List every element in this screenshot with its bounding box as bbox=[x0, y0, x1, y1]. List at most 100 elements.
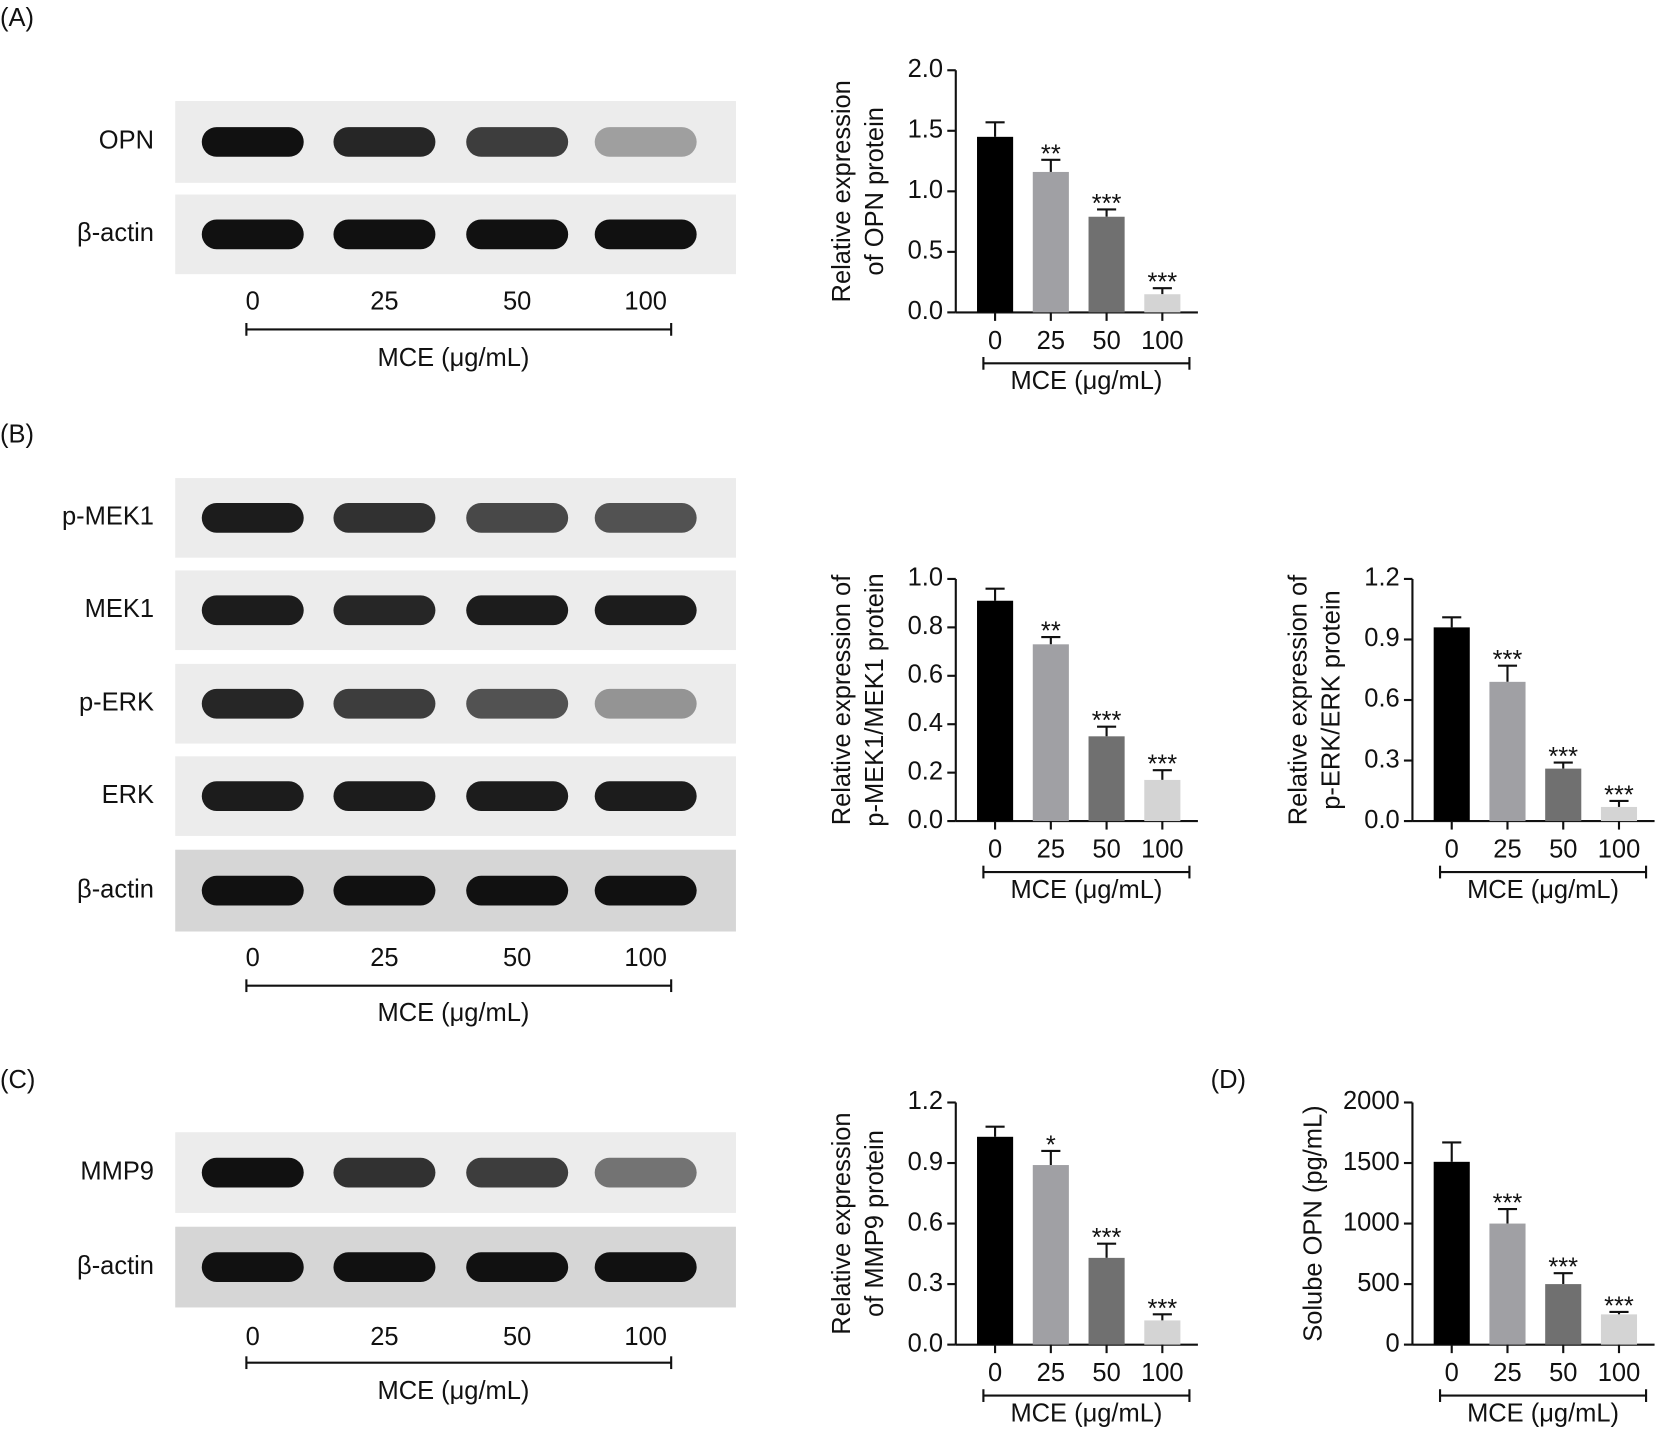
y-tick-label: 1000 bbox=[1343, 1208, 1400, 1236]
significance: * bbox=[1046, 1131, 1056, 1159]
blot-band bbox=[333, 875, 436, 906]
blot-row-label: p-ERK bbox=[79, 688, 154, 716]
x-axis-label: MCE (μg/mL) bbox=[1010, 1399, 1162, 1427]
blot-band bbox=[594, 595, 697, 626]
blot-row-label: β-actin bbox=[77, 1252, 154, 1280]
blot-band bbox=[466, 503, 569, 533]
panel-label: (D) bbox=[1211, 1066, 1246, 1094]
y-tick-label: 0.0 bbox=[908, 1329, 943, 1357]
significance: ** bbox=[1041, 140, 1061, 168]
bar bbox=[977, 600, 1014, 822]
x-tick-label: 50 bbox=[1092, 836, 1120, 864]
panel-label: (C) bbox=[0, 1066, 35, 1094]
x-tick-label: 25 bbox=[1037, 327, 1065, 355]
significance: ** bbox=[1041, 618, 1061, 646]
y-axis-label: Relative expression bbox=[828, 1112, 856, 1334]
blot-band bbox=[466, 1252, 569, 1282]
blot-band bbox=[333, 688, 436, 719]
y-tick-label: 0.3 bbox=[1364, 745, 1399, 773]
x-tick-label: 50 bbox=[1092, 327, 1120, 355]
blot-band bbox=[594, 219, 697, 250]
y-tick-label: 0.6 bbox=[908, 1208, 943, 1236]
lane-label: 25 bbox=[370, 944, 398, 972]
y-tick-label: 0.5 bbox=[908, 237, 943, 265]
bar bbox=[1144, 294, 1181, 313]
y-tick-label: 0.0 bbox=[908, 806, 943, 834]
blot-band bbox=[333, 781, 436, 811]
x-tick-label: 0 bbox=[988, 1359, 1002, 1387]
x-axis-label: MCE (μg/mL) bbox=[1467, 1399, 1619, 1427]
significance: *** bbox=[1604, 1292, 1634, 1320]
bar bbox=[1545, 1284, 1582, 1345]
lane-label: 50 bbox=[503, 1323, 531, 1351]
x-tick-label: 25 bbox=[1493, 836, 1521, 864]
y-tick-label: 500 bbox=[1357, 1269, 1399, 1297]
x-tick-label: 25 bbox=[1493, 1359, 1521, 1387]
lane-label: 25 bbox=[370, 288, 398, 316]
lane-label: 0 bbox=[246, 944, 260, 972]
x-tick-label: 50 bbox=[1549, 1359, 1577, 1387]
bar bbox=[1600, 1314, 1638, 1345]
blot-band bbox=[466, 219, 569, 250]
bar bbox=[1032, 644, 1069, 822]
y-tick-label: 2.0 bbox=[908, 55, 943, 83]
blot-row-label: p-MEK1 bbox=[62, 503, 154, 531]
significance: *** bbox=[1493, 646, 1523, 674]
blot-band bbox=[333, 1252, 436, 1282]
bar bbox=[1088, 216, 1125, 313]
significance: *** bbox=[1604, 781, 1634, 809]
blot-row-label: MEK1 bbox=[85, 595, 154, 623]
lane-label: 50 bbox=[503, 944, 531, 972]
blot-band bbox=[594, 781, 697, 811]
blot-band bbox=[466, 1157, 569, 1188]
y-tick-label: 1.0 bbox=[908, 176, 943, 204]
blot-band bbox=[333, 127, 436, 157]
x-tick-label: 0 bbox=[988, 327, 1002, 355]
blot-xlabel: MCE (μg/mL) bbox=[377, 999, 529, 1027]
blot-row-label: OPN bbox=[99, 127, 154, 155]
y-axis-label: Solube OPN (pg/mL) bbox=[1299, 1105, 1327, 1341]
lane-label: 100 bbox=[624, 288, 667, 316]
blot-row-label: β-actin bbox=[77, 219, 154, 247]
y-tick-label: 0.0 bbox=[908, 297, 943, 325]
bar bbox=[1088, 736, 1125, 822]
lane-label: 100 bbox=[624, 1323, 667, 1351]
blot-row-label: MMP9 bbox=[80, 1157, 154, 1185]
y-tick-label: 0.8 bbox=[908, 612, 943, 640]
blot-band bbox=[594, 875, 697, 906]
significance: *** bbox=[1147, 1295, 1177, 1323]
blot-row-label: β-actin bbox=[77, 875, 154, 903]
y-tick-label: 0.6 bbox=[908, 661, 943, 689]
y-tick-label: 0.6 bbox=[1364, 685, 1399, 713]
blot-band bbox=[201, 127, 304, 157]
blot-band bbox=[466, 688, 569, 719]
x-tick-label: 0 bbox=[1445, 1359, 1459, 1387]
blot-band bbox=[594, 688, 697, 719]
significance: *** bbox=[1548, 1254, 1578, 1282]
bar bbox=[1088, 1257, 1125, 1345]
y-tick-label: 1500 bbox=[1343, 1148, 1400, 1176]
blot-row-label: ERK bbox=[102, 781, 154, 809]
x-axis-label: MCE (μg/mL) bbox=[1010, 367, 1162, 395]
bar bbox=[1489, 681, 1526, 822]
x-tick-label: 100 bbox=[1141, 327, 1184, 355]
y-tick-label: 0.9 bbox=[1364, 624, 1399, 652]
y-axis-label: Relative expression bbox=[828, 80, 856, 302]
x-tick-label: 50 bbox=[1092, 1359, 1120, 1387]
significance: *** bbox=[1092, 190, 1122, 218]
x-tick-label: 0 bbox=[988, 836, 1002, 864]
blot-band bbox=[333, 503, 436, 533]
blot-band bbox=[201, 503, 304, 533]
y-tick-label: 2000 bbox=[1343, 1087, 1400, 1115]
lane-label: 0 bbox=[246, 288, 260, 316]
significance: *** bbox=[1092, 707, 1122, 735]
blot-xlabel: MCE (μg/mL) bbox=[377, 344, 529, 372]
y-tick-label: 0.4 bbox=[908, 709, 943, 737]
blot-band bbox=[466, 781, 569, 811]
bar bbox=[1032, 1165, 1069, 1345]
bar bbox=[1600, 806, 1638, 822]
blot-band bbox=[201, 219, 304, 250]
y-axis-label: Relative expression of bbox=[828, 574, 856, 825]
bar bbox=[1032, 171, 1069, 313]
bar bbox=[1433, 1161, 1470, 1345]
